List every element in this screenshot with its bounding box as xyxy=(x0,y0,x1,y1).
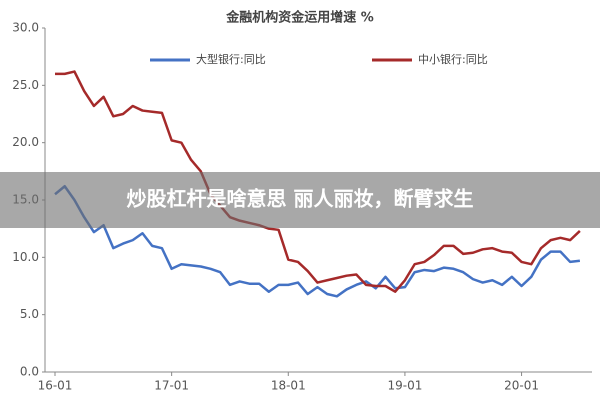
banner-background xyxy=(0,172,600,228)
y-tick-label: 5.0 xyxy=(20,307,39,321)
x-tick-label: 17-01 xyxy=(154,379,189,393)
banner-text: 炒股杠杆是啥意思 丽人丽妆，断臂求生 xyxy=(127,187,474,211)
x-tick-label: 20-01 xyxy=(504,379,539,393)
x-tick-label: 18-01 xyxy=(271,379,306,393)
x-tick-label: 16-01 xyxy=(38,379,73,393)
y-tick-label: 10.0 xyxy=(12,250,39,264)
x-tick-label: 19-01 xyxy=(387,379,422,393)
y-tick-label: 20.0 xyxy=(12,135,39,149)
series-line xyxy=(55,70,581,293)
legend-label: 中小银行:同比 xyxy=(418,52,488,66)
y-tick-label: 25.0 xyxy=(12,78,39,92)
y-tick-label: 30.0 xyxy=(12,21,39,35)
chart-title: 金融机构资金运用增速 % xyxy=(225,10,374,26)
legend-label: 大型银行:同比 xyxy=(196,52,266,66)
y-tick-label: 0.0 xyxy=(20,365,39,379)
series-line xyxy=(54,184,581,298)
